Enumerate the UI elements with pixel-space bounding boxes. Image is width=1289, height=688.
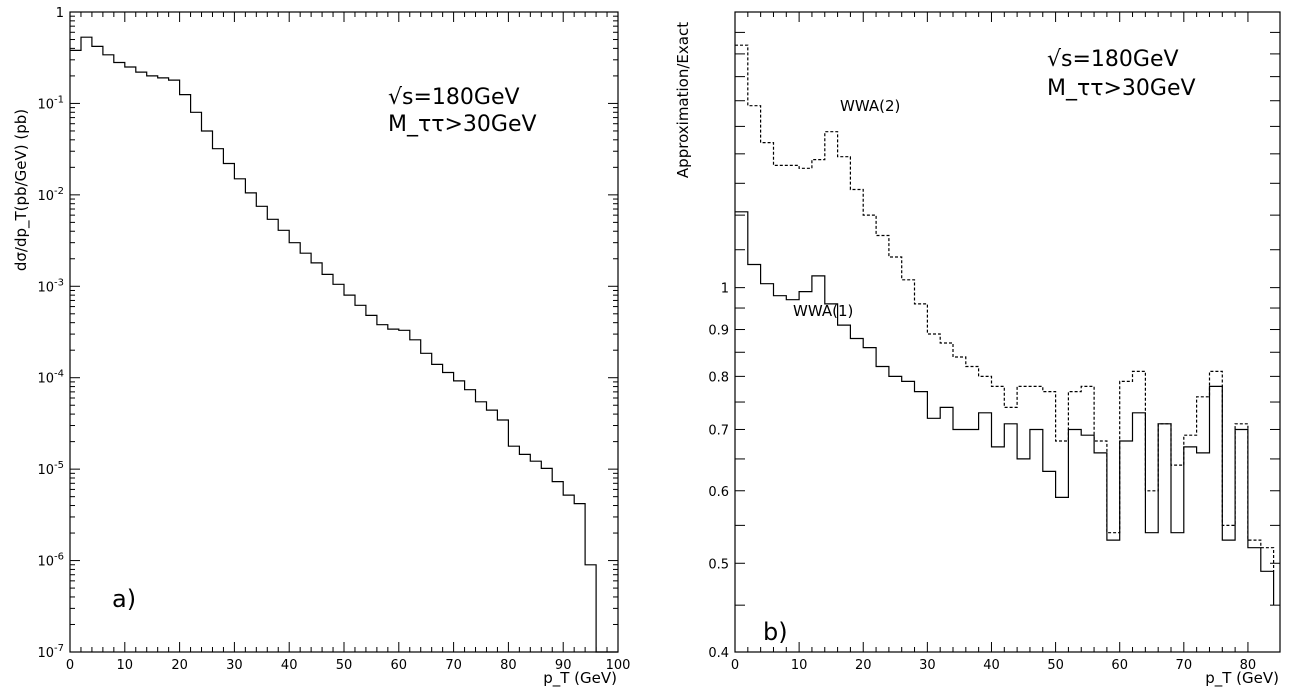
y-tick-label: 10-6 <box>37 552 64 570</box>
x-tick-label: 80 <box>1240 658 1257 673</box>
y-tick-label: 0.5 <box>708 557 729 572</box>
panel-a-ylabel: dσ/dp_T(pb/GeV) (pb) <box>12 109 31 271</box>
panel-a-frame <box>69 11 619 653</box>
x-tick-label: 10 <box>791 658 808 673</box>
x-tick-label: 20 <box>171 658 188 673</box>
panel-b-x-ticks: 0 10 20 30 40 50 60 70 80 <box>731 12 1256 673</box>
y-tick-label: 0.9 <box>708 324 729 339</box>
series-label-wwa2: WWA(2) <box>840 97 900 115</box>
x-tick-label: 60 <box>391 658 408 673</box>
panel-b: 0 10 20 30 40 50 60 70 80 1 0.9 0.8 0.7 0.6 0.5 0.4 Ap… <box>674 11 1281 688</box>
panel-b-xlabel: p_T (GeV) <box>1205 669 1279 688</box>
panel-a: 0 10 20 30 40 50 60 70 80 90 100 1 10-1 10-2 10-3 10-4… <box>12 6 630 688</box>
series-line-wwa1 <box>735 211 1275 606</box>
x-tick-label: 100 <box>606 658 631 673</box>
panel-a-y-ticks: 1 10-1 10-2 10-3 10-4 10-5 10-6 10-7 <box>37 6 618 661</box>
panel-b-label: b) <box>763 618 788 646</box>
x-tick-label: 50 <box>1047 658 1064 673</box>
x-tick-label: 10 <box>117 658 134 673</box>
y-tick-label: 0.4 <box>708 646 729 661</box>
x-tick-label: 40 <box>983 658 1000 673</box>
y-tick-label: 10-3 <box>37 277 64 295</box>
panel-a-annotation-mass: M_ττ>30GeV <box>388 112 537 137</box>
panel-a-label: a) <box>112 585 136 613</box>
x-tick-label: 80 <box>500 658 517 673</box>
series-label-wwa1: WWA(1) <box>793 302 853 320</box>
y-tick-label: 0.7 <box>708 423 729 438</box>
panel-b-series <box>735 44 1275 606</box>
y-tick-label: 0.6 <box>708 485 729 500</box>
panel-a-series <box>70 36 618 653</box>
x-tick-label: 40 <box>281 658 298 673</box>
y-tick-label: 10-2 <box>37 186 64 204</box>
y-tick-label: 1 <box>721 282 729 297</box>
y-tick-label: 1 <box>56 6 64 21</box>
x-tick-label: 0 <box>66 658 74 673</box>
y-tick-label: 0.8 <box>708 370 729 385</box>
panel-a-annotation-energy: √s=180GeV <box>388 85 520 110</box>
panel-b-ylabel: Approximation/Exact <box>674 22 692 178</box>
x-tick-label: 60 <box>1111 658 1128 673</box>
panel-b-frame <box>734 11 1281 653</box>
x-tick-label: 20 <box>855 658 872 673</box>
x-tick-label: 30 <box>919 658 936 673</box>
y-tick-label: 10-7 <box>37 643 64 661</box>
x-tick-label: 90 <box>555 658 572 673</box>
panel-b-y-ticks: 1 0.9 0.8 0.7 0.6 0.5 0.4 <box>708 31 1280 661</box>
panel-a-xlabel: p_T (GeV) <box>543 669 617 688</box>
y-tick-label: 10-5 <box>37 460 64 478</box>
panel-b-annotation-mass: M_ττ>30GeV <box>1047 76 1196 101</box>
panel-b-annotation-energy: √s=180GeV <box>1047 47 1179 72</box>
y-tick-label: 10-1 <box>37 94 64 112</box>
series-line-main <box>70 36 618 653</box>
x-tick-label: 70 <box>445 658 462 673</box>
x-tick-label: 70 <box>1176 658 1193 673</box>
y-tick-label: 10-4 <box>37 369 64 387</box>
x-tick-label: 50 <box>336 658 353 673</box>
x-tick-label: 30 <box>226 658 243 673</box>
x-tick-label: 0 <box>731 658 739 673</box>
panel-a-x-ticks: 0 10 20 30 40 50 60 70 80 90 100 <box>66 12 631 673</box>
